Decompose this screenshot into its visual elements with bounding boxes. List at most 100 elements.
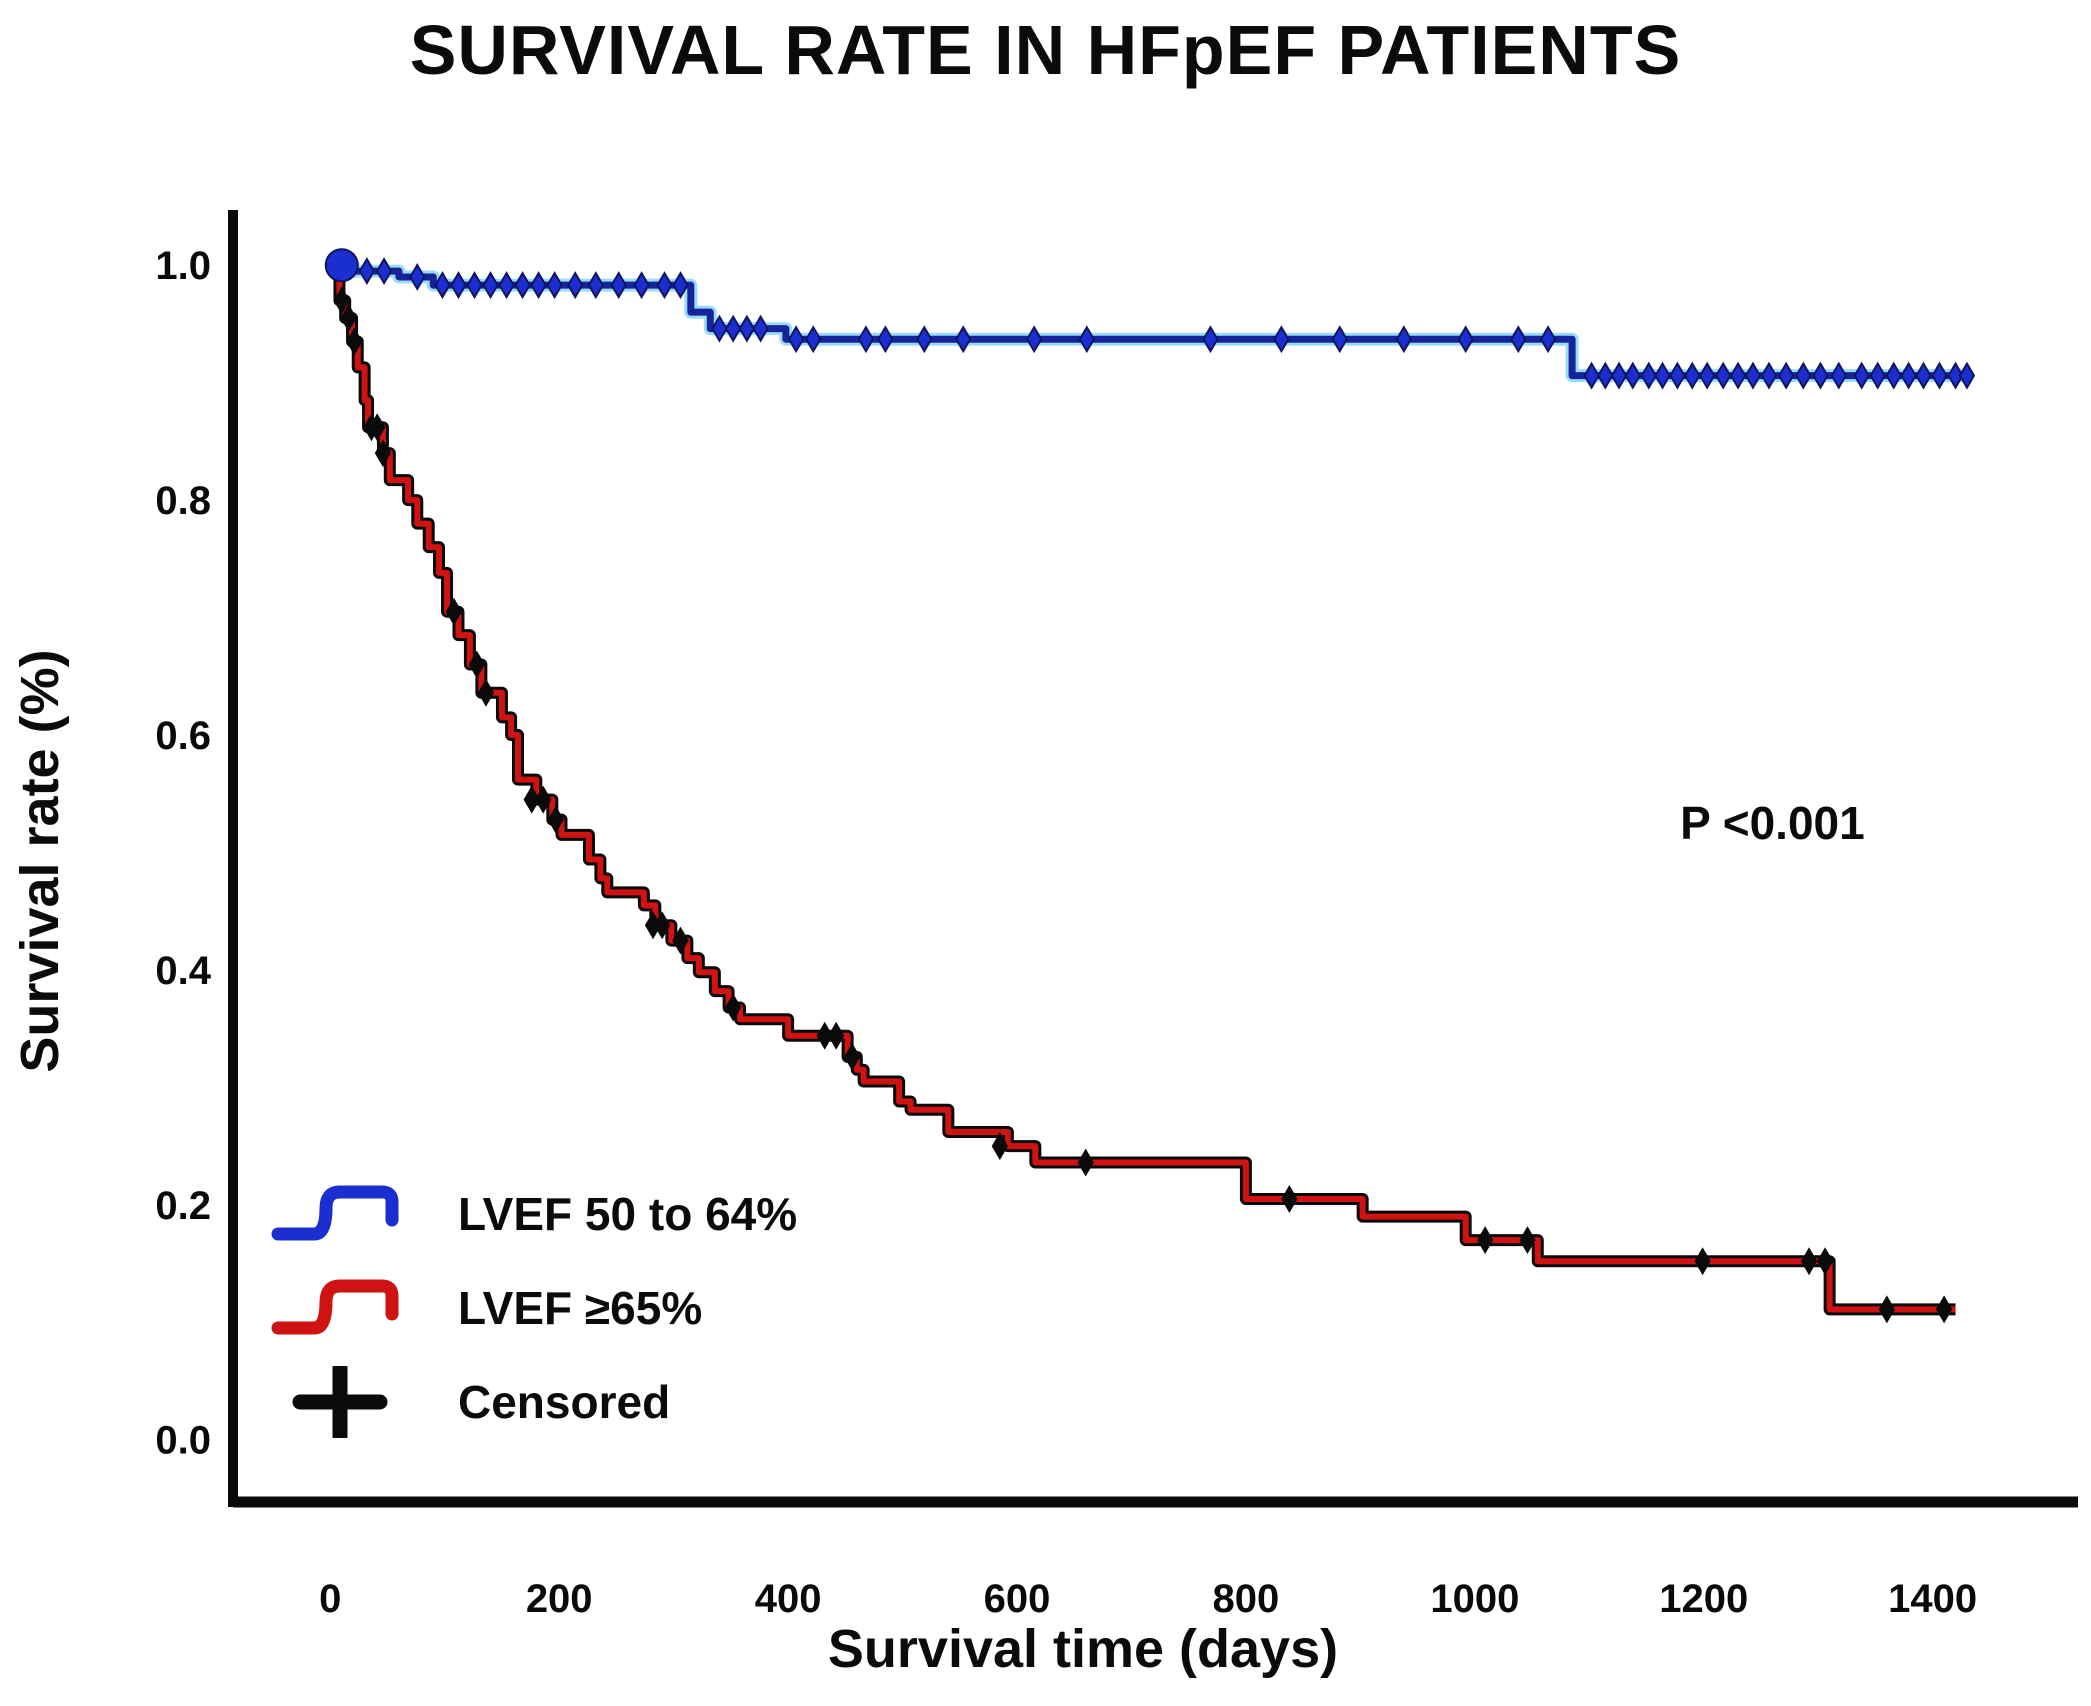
censor-mark-red bbox=[523, 785, 540, 814]
censor-mark-blue bbox=[610, 271, 627, 300]
censor-mark-blue bbox=[482, 271, 499, 300]
censor-mark-red bbox=[1935, 1295, 1953, 1324]
censor-mark-blue bbox=[375, 257, 393, 286]
blue-step-line-icon bbox=[271, 1185, 399, 1241]
legend-row-lvef-50-64: LVEF 50 to 64% bbox=[270, 1178, 797, 1250]
censor-mark-blue bbox=[633, 271, 650, 300]
x-tick-label: 800 bbox=[1213, 1577, 1280, 1621]
censor-mark-blue bbox=[877, 325, 894, 354]
censor-mark-blue bbox=[1715, 361, 1732, 390]
x-tick-label: 200 bbox=[526, 1577, 593, 1621]
censor-mark-blue bbox=[1744, 361, 1762, 390]
red-curve-shadow bbox=[330, 259, 1956, 1316]
censor-mark-blue bbox=[567, 271, 584, 300]
legend-row-censored: Censored bbox=[270, 1366, 797, 1438]
censor-mark-blue bbox=[1931, 361, 1948, 390]
x-tick-label: 600 bbox=[984, 1577, 1051, 1621]
y-tick-label: 0.0 bbox=[155, 1419, 211, 1463]
censor-mark-blue bbox=[409, 262, 426, 291]
legend-row-lvef-ge-65: LVEF ≥65% bbox=[270, 1272, 797, 1344]
censor-mark-red bbox=[1800, 1247, 1818, 1276]
censor-mark-red bbox=[468, 650, 485, 679]
censor-mark-red bbox=[816, 1021, 833, 1050]
censor-mark-blue bbox=[672, 271, 689, 300]
censor-mark-blue bbox=[1777, 361, 1795, 390]
censor-mark-red bbox=[1816, 1247, 1834, 1276]
censor-mark-blue bbox=[1830, 361, 1847, 390]
censor-mark-blue bbox=[1395, 325, 1413, 354]
legend-label-censored: Censored bbox=[458, 1376, 671, 1428]
censor-mark-red bbox=[828, 1021, 845, 1050]
censor-mark-red bbox=[547, 805, 564, 834]
censor-mark-blue bbox=[1795, 361, 1812, 390]
censor-mark-red bbox=[1077, 1148, 1094, 1177]
y-tick-label: 0.8 bbox=[155, 479, 211, 523]
censor-mark-blue bbox=[1699, 361, 1716, 390]
censor-mark-red bbox=[477, 678, 495, 707]
censor-mark-blue bbox=[805, 325, 822, 354]
censor-mark-blue bbox=[514, 271, 531, 300]
censor-mark-blue bbox=[1078, 325, 1095, 354]
censor-mark-blue bbox=[358, 257, 376, 286]
censor-mark-blue bbox=[1684, 361, 1701, 390]
censor-mark-blue bbox=[1812, 361, 1829, 390]
censor-mark-blue bbox=[1624, 361, 1641, 390]
x-axis-title: Survival time (days) bbox=[827, 1619, 1339, 1679]
censor-mark-blue bbox=[1869, 361, 1886, 390]
censor-mark-blue bbox=[1273, 325, 1290, 354]
censor-mark-red bbox=[654, 911, 671, 940]
censor-mark-blue bbox=[1202, 325, 1219, 354]
censor-mark-blue bbox=[1669, 361, 1686, 390]
censor-mark-blue bbox=[916, 325, 933, 354]
censor-mark-blue bbox=[450, 271, 467, 300]
censor-mark-blue bbox=[1597, 361, 1614, 390]
censor-mark-blue bbox=[752, 314, 769, 343]
censor-mark-red bbox=[725, 993, 742, 1022]
censor-mark-blue bbox=[466, 271, 483, 300]
censor-mark-blue bbox=[1026, 325, 1043, 354]
censor-mark-blue bbox=[1947, 361, 1964, 390]
censor-mark-red bbox=[1878, 1295, 1896, 1324]
censor-mark-red bbox=[1694, 1247, 1711, 1276]
censor-mark-red bbox=[369, 413, 386, 442]
censor-mark-blue bbox=[530, 271, 547, 300]
censor-mark-red bbox=[672, 926, 689, 955]
censor-mark-red bbox=[1281, 1184, 1298, 1213]
censor-mark-red bbox=[991, 1132, 1008, 1161]
censor-mark-blue bbox=[1583, 361, 1600, 390]
censor-mark-blue bbox=[1654, 361, 1671, 390]
censor-mark-blue bbox=[738, 314, 756, 343]
legend: LVEF 50 to 64% LVEF ≥65% Censored bbox=[270, 1178, 797, 1460]
censor-mark-blue bbox=[1539, 325, 1557, 354]
censor-mark-blue bbox=[711, 314, 728, 343]
x-tick-label: 1000 bbox=[1430, 1577, 1519, 1621]
red-step-line-icon bbox=[271, 1279, 399, 1335]
x-tick-label: 0 bbox=[319, 1577, 341, 1621]
censor-mark-blue bbox=[1760, 361, 1778, 390]
censor-mark-blue bbox=[1853, 361, 1870, 390]
censored-plus-icon bbox=[292, 1366, 388, 1438]
censor-mark-blue bbox=[725, 314, 742, 343]
red-curve bbox=[330, 262, 1956, 1313]
censor-mark-blue bbox=[1729, 361, 1747, 390]
legend-label-lvef-ge-65: LVEF ≥65% bbox=[458, 1282, 703, 1334]
censor-mark-red bbox=[535, 785, 552, 814]
censor-mark-red bbox=[1519, 1226, 1536, 1255]
censor-mark-red bbox=[346, 327, 363, 356]
censor-mark-blue bbox=[587, 271, 604, 300]
censor-mark-blue bbox=[546, 271, 563, 300]
censor-mark-blue bbox=[1331, 325, 1348, 354]
x-tick-label: 1400 bbox=[1888, 1577, 1977, 1621]
censor-mark-blue bbox=[787, 325, 805, 354]
censor-mark-red bbox=[340, 304, 357, 333]
legend-label-lvef-50-64: LVEF 50 to 64% bbox=[458, 1188, 798, 1240]
censor-mark-blue bbox=[1640, 361, 1657, 390]
censor-mark-blue bbox=[1900, 361, 1917, 390]
censor-mark-red bbox=[445, 597, 463, 626]
chart-title: SURVIVAL RATE IN HFpEF PATIENTS bbox=[409, 11, 1682, 89]
censor-mark-blue bbox=[1958, 361, 1976, 390]
censor-mark-blue bbox=[434, 271, 451, 300]
censor-mark-blue bbox=[857, 325, 875, 354]
